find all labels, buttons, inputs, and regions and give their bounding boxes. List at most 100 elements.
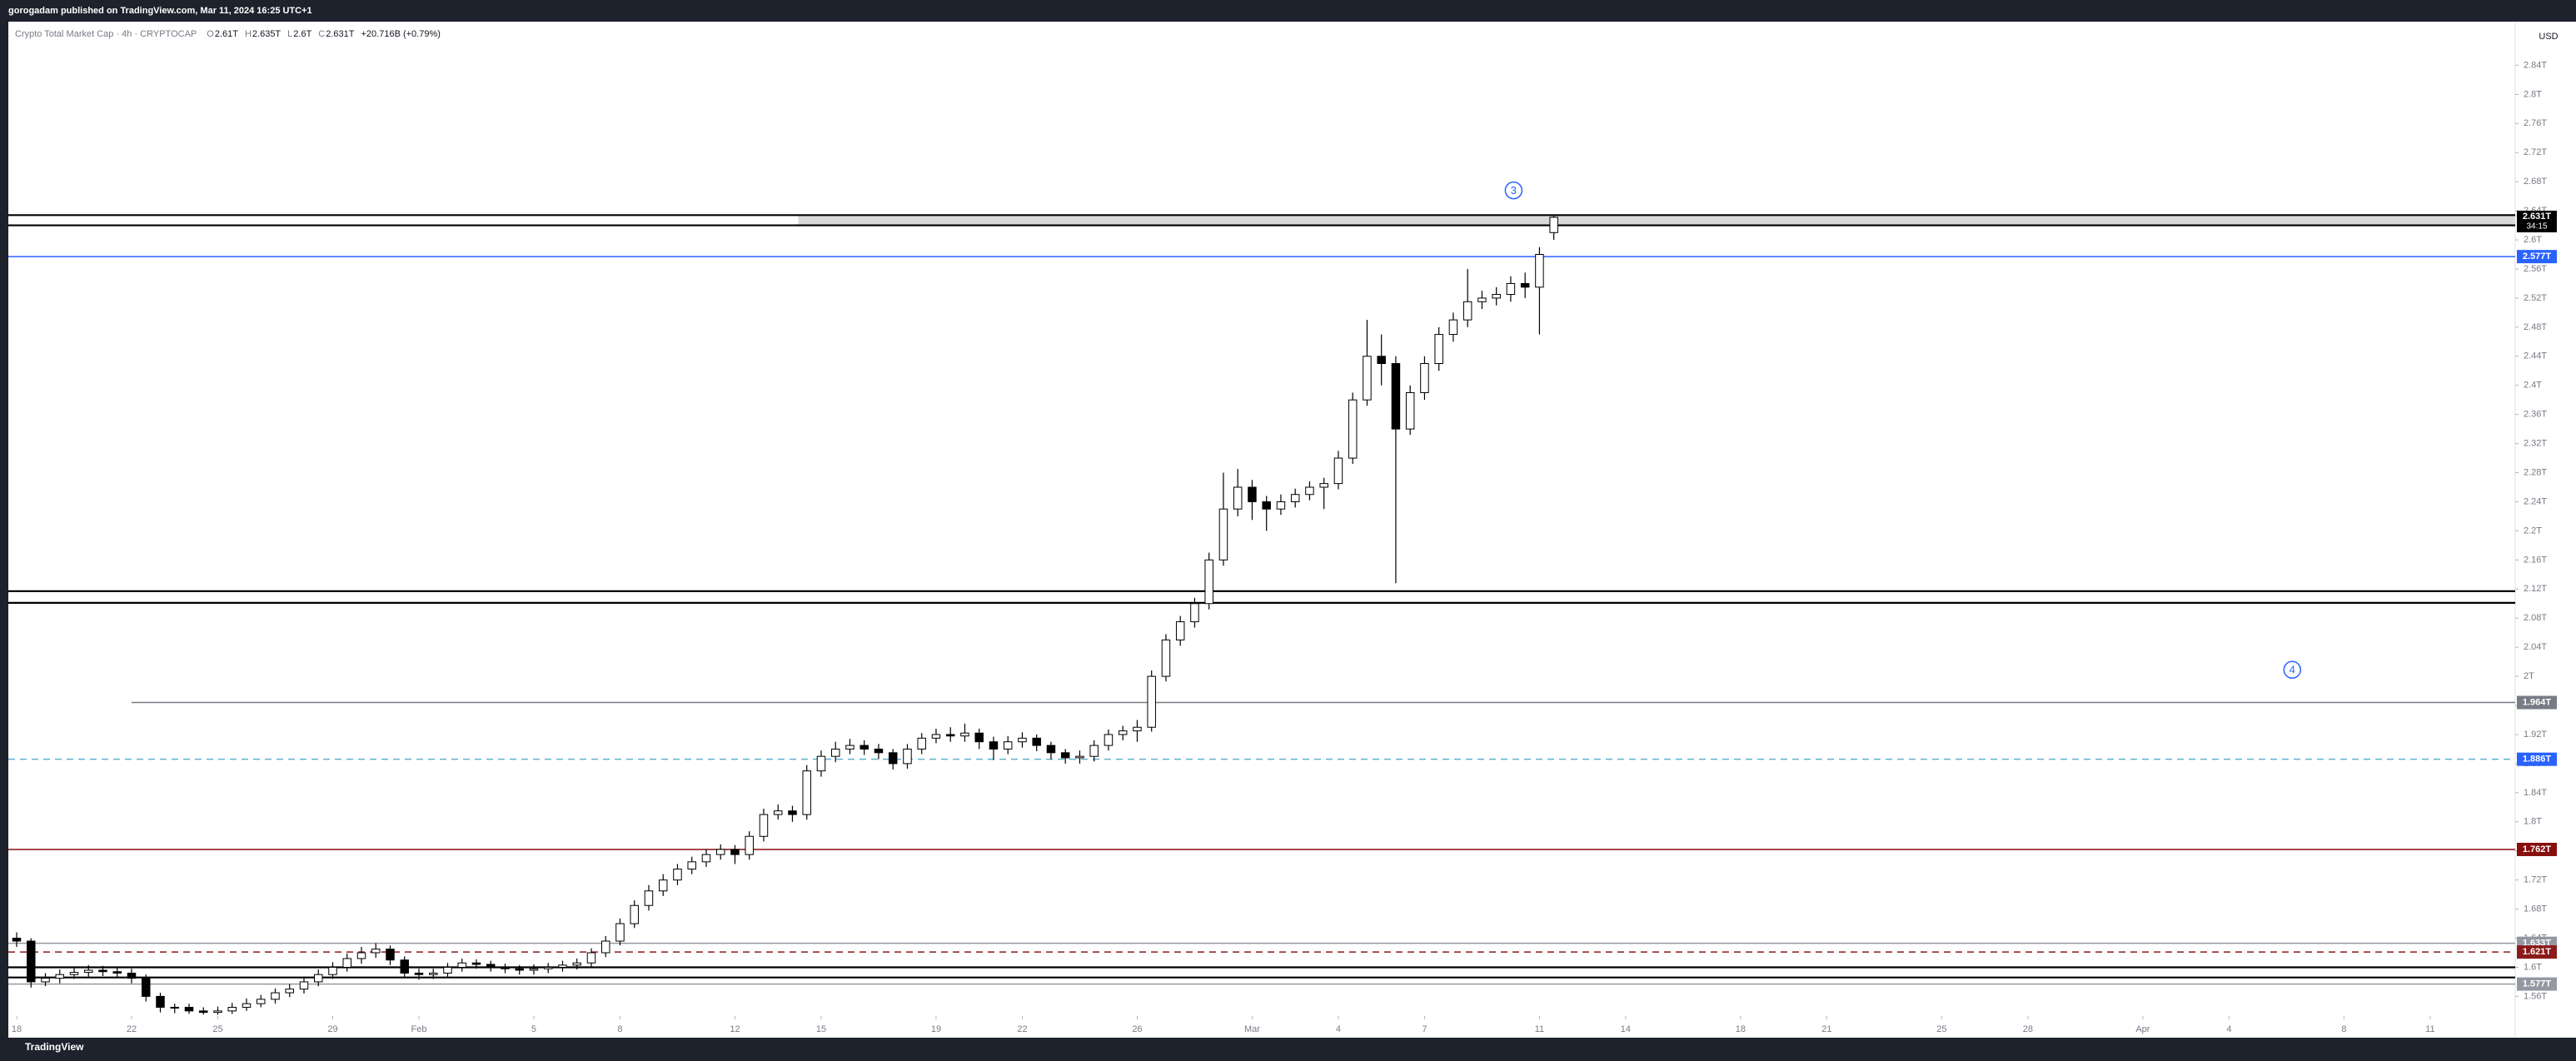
candle-body: [1549, 217, 1558, 233]
symbol: Crypto Total Market Cap · 4h · CRYPTOCAP: [15, 29, 197, 39]
candle-body: [615, 923, 625, 942]
y-tick-label: 2.24T: [2524, 496, 2547, 506]
x-tick-label: 29: [327, 1024, 337, 1034]
y-tick-label: 2.48T: [2524, 322, 2547, 332]
change: +20.716B (+0.79%): [361, 29, 441, 39]
candle-body: [256, 999, 266, 1004]
annotation-circle: [1504, 181, 1523, 200]
candle-body: [730, 849, 740, 855]
candle-body: [414, 972, 424, 975]
candle-body: [1133, 726, 1142, 732]
level-label: 1.762T: [2523, 844, 2552, 854]
candle-body: [1276, 501, 1286, 510]
candle-body: [1032, 737, 1041, 746]
candle-body: [630, 904, 639, 924]
annotation-circle: [2283, 660, 2302, 679]
y-tick-label: 2.68T: [2524, 177, 2547, 187]
y-tick-label: 1.68T: [2524, 904, 2547, 914]
candle-body: [1305, 486, 1314, 496]
level-label-box: [2517, 945, 2557, 959]
candle-body: [41, 978, 50, 983]
candle-body: [816, 755, 826, 772]
candle-body: [529, 968, 539, 971]
y-tick-label: 2.76T: [2524, 118, 2547, 128]
y-tick-label: 2.6T: [2524, 235, 2542, 245]
y-tick-label: 2.8T: [2524, 89, 2542, 99]
countdown: 34:15: [2526, 222, 2547, 232]
candle-body: [471, 962, 481, 965]
candle-body: [1535, 254, 1544, 288]
candle-body: [1075, 755, 1084, 759]
candle-body: [1190, 603, 1199, 623]
candle-body: [299, 981, 309, 990]
x-tick-label: 5: [531, 1024, 536, 1034]
candle-body: [486, 964, 496, 968]
candle-body: [572, 962, 581, 966]
candle-body: [1248, 486, 1257, 502]
candle-body: [84, 969, 93, 974]
candle-body: [1104, 734, 1114, 746]
candle-body: [845, 745, 855, 750]
candle-body: [170, 1007, 179, 1009]
candle-body: [543, 966, 553, 969]
x-tick-label: 22: [127, 1024, 137, 1034]
y-tick-label: 1.72T: [2524, 875, 2547, 885]
ohlc-key: L: [287, 29, 292, 39]
candle-body: [1204, 559, 1213, 605]
level-label: 1.621T: [2523, 947, 2552, 957]
y-tick-label: 2.16T: [2524, 555, 2547, 565]
candle-body: [945, 734, 955, 737]
ohlc-value: 2.631T: [326, 29, 355, 39]
x-tick-label: 22: [1017, 1024, 1027, 1034]
ohlc-value: 2.61T: [215, 29, 238, 39]
level-label-box: [2517, 250, 2557, 264]
candle-body: [1262, 501, 1271, 510]
level-label: 2.577T: [2523, 252, 2552, 262]
x-tick-label: 11: [2425, 1024, 2434, 1034]
level-label: 1.964T: [2523, 697, 2552, 707]
ohlc-value: 2.6T: [293, 29, 311, 39]
y-tick-label: 2.44T: [2524, 351, 2547, 361]
y-tick-label: 2.08T: [2524, 613, 2547, 623]
candle-body: [342, 958, 351, 968]
candle-body: [356, 952, 366, 959]
candle-body: [1003, 741, 1013, 750]
ohlc-value: 2.635T: [252, 29, 282, 39]
candle-body: [644, 890, 654, 906]
x-tick-label: Mar: [1244, 1024, 1260, 1034]
candle-body: [1060, 752, 1070, 759]
annotation-label: 4: [2290, 664, 2295, 676]
x-tick-label: 8: [617, 1024, 622, 1034]
ohlc-key: O: [207, 29, 214, 39]
candle-body: [687, 861, 696, 870]
candle-body: [1520, 282, 1530, 288]
level-label-box: [2517, 977, 2557, 991]
y-tick-label: 2.2T: [2524, 526, 2542, 535]
y-tick-label: 2.12T: [2524, 584, 2547, 594]
candle-body: [888, 752, 898, 765]
candle-body: [227, 1007, 237, 1012]
x-tick-label: Apr: [2135, 1024, 2150, 1034]
candle-body: [127, 972, 137, 979]
x-tick-label: 4: [2226, 1024, 2231, 1034]
level-label-box: [2517, 695, 2557, 710]
candle-body: [213, 1010, 222, 1014]
candle-body: [1462, 301, 1472, 321]
y-tick-label: 2.4T: [2524, 381, 2542, 391]
candle-body: [974, 732, 984, 743]
candle-body: [457, 962, 466, 968]
currency: USD: [2539, 32, 2558, 42]
candle-body: [1492, 294, 1501, 299]
candle-body: [586, 952, 596, 964]
x-tick-label: 8: [2341, 1024, 2346, 1034]
candle-body: [271, 992, 280, 1000]
candle-body: [1089, 745, 1099, 757]
candle-body: [371, 949, 381, 954]
y-tick-label: 1.84T: [2524, 788, 2547, 798]
candle-body: [27, 940, 36, 983]
candle-body: [759, 814, 769, 837]
candle-body: [1018, 737, 1027, 743]
x-tick-label: 18: [12, 1024, 22, 1034]
level-label: 1.577T: [2523, 979, 2552, 989]
candle-body: [773, 810, 783, 815]
